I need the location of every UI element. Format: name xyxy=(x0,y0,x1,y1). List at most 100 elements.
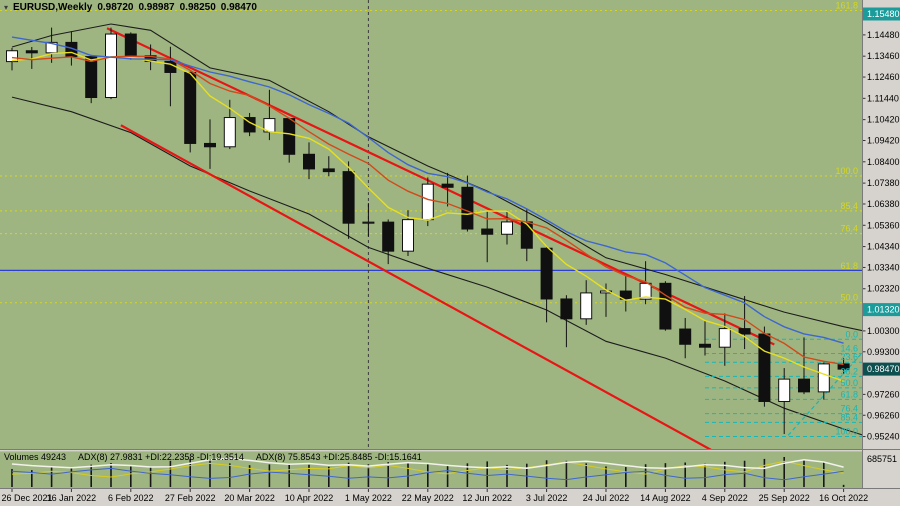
price-scale-label: 1.08400 xyxy=(867,157,900,167)
candle-bullish xyxy=(45,41,58,54)
candle-bullish xyxy=(639,282,652,300)
candle-bullish xyxy=(6,50,18,63)
fib-cyan-label: 38.2 xyxy=(840,366,858,376)
candle-bearish xyxy=(382,221,395,252)
candle-bullish xyxy=(600,290,612,294)
channel-trendline[interactable] xyxy=(120,124,715,452)
candle-bearish xyxy=(619,290,632,300)
fib-cyan-label: 50.0 xyxy=(840,378,858,388)
date-axis-label: 22 May 2022 xyxy=(402,493,454,503)
date-axis-label: 20 Mar 2022 xyxy=(224,493,275,503)
price-scale-label: 1.05360 xyxy=(867,220,900,230)
price-scale-label: 1.11440 xyxy=(867,93,899,103)
open-value: 0.98720 xyxy=(97,2,134,13)
adx-label-2: ADX(8) 75.8543 +DI:25.8485 -DI:15.1641 xyxy=(255,452,422,462)
low-value: 0.98250 xyxy=(179,2,216,13)
price-scale-label: 1.04340 xyxy=(867,242,900,252)
adx-plus-di-line xyxy=(11,467,844,481)
date-axis-label: 27 Feb 2022 xyxy=(165,493,216,503)
fib-labels: 161.8100.085.476.461.850.00.014.623.638.… xyxy=(835,0,858,436)
fib-yellow-label: 85.4 xyxy=(840,201,858,211)
candle-bullish xyxy=(580,292,593,320)
price-scale-label: 0.95240 xyxy=(867,432,900,442)
price-scale-label: 0.99300 xyxy=(867,347,900,357)
volumes-label: Volumes 49243 xyxy=(4,452,67,462)
candle-bearish xyxy=(303,153,315,170)
date-axis-label: 16 Oct 2022 xyxy=(819,493,868,503)
candle-bearish xyxy=(184,71,197,144)
price-scale-label: 1.13460 xyxy=(867,51,900,61)
candle-bullish xyxy=(778,378,791,402)
candle-bearish xyxy=(520,221,533,249)
price-scale-label: 1.02320 xyxy=(867,284,900,294)
indicator-layer xyxy=(11,457,845,487)
price-scale-label: 1.10420 xyxy=(867,115,900,125)
price-scale-label: 1.01320 xyxy=(867,305,900,315)
current-price-label: 0.98470 xyxy=(867,364,900,374)
fib-yellow-label: 161.8 xyxy=(835,0,858,10)
candle-bearish xyxy=(342,171,355,224)
price-level-tag xyxy=(863,7,900,21)
candle-bearish xyxy=(322,168,335,173)
price-scale[interactable]: 1.15480 1.14480 1.13460 1.12460 1.11440 1.104… xyxy=(863,7,900,465)
candle-bearish xyxy=(699,343,711,348)
candle-bullish xyxy=(501,221,513,235)
candle-bullish xyxy=(817,363,830,393)
date-axis-label: 10 Apr 2022 xyxy=(285,493,334,503)
chart-title: ▾ EURUSD,Weekly 0.98720 0.98987 0.98250 … xyxy=(4,2,257,13)
date-axis-label: 12 Jun 2022 xyxy=(462,493,512,503)
pane-separator[interactable] xyxy=(0,449,900,452)
date-axis-label: 6 Feb 2022 xyxy=(108,493,154,503)
fib-cyan-label: 61.8 xyxy=(840,389,858,399)
candle-bearish xyxy=(679,328,692,345)
candle-bearish xyxy=(659,282,672,330)
candle-bearish xyxy=(798,378,810,393)
candle-bullish xyxy=(223,117,236,148)
adx-minus-di-line xyxy=(11,460,844,478)
candle-bearish xyxy=(560,298,573,320)
fib-yellow-label: 76.4 xyxy=(840,224,858,234)
date-axis-label: 4 Sep 2022 xyxy=(702,493,748,503)
fib-cyan-baseline[interactable] xyxy=(787,338,875,436)
fib-cyan-label: 85.4 xyxy=(840,412,858,422)
date-axis-label: 16 Jan 2022 xyxy=(47,493,97,503)
date-axis-label: 25 Sep 2022 xyxy=(759,493,810,503)
candle-bearish xyxy=(461,186,474,230)
candle-bearish xyxy=(441,183,454,188)
fib-cyan-label: 23.6 xyxy=(840,352,858,362)
indicator-pane-background[interactable] xyxy=(0,452,862,488)
candles-layer xyxy=(6,27,850,435)
price-scale-label: 1.00300 xyxy=(867,326,900,336)
price-scale-label: 1.12460 xyxy=(867,72,900,82)
close-value: 0.98470 xyxy=(220,2,257,13)
candle-bullish xyxy=(718,328,731,348)
sma13-line xyxy=(11,36,844,344)
fib-cyan-label: 76.4 xyxy=(840,404,858,414)
date-axis-label: 26 Dec 2021 xyxy=(1,493,52,503)
price-scale-label: 1.06380 xyxy=(867,199,900,209)
candle-bearish xyxy=(481,228,494,235)
adx-main-line xyxy=(11,457,844,470)
symbol-timeframe-label: EURUSD,Weekly xyxy=(13,2,93,13)
price-scale-label: 1.07380 xyxy=(867,178,900,188)
candle-bearish xyxy=(738,328,751,335)
candle-bullish xyxy=(421,183,434,221)
fib-cyan-label: 0.0 xyxy=(845,329,858,339)
fib-cyan-label: 100.0 xyxy=(835,427,858,437)
candle-bearish xyxy=(758,333,771,402)
date-axis-label: 24 Jul 2022 xyxy=(583,493,630,503)
price-scale-label: 1.03340 xyxy=(867,262,900,272)
date-axis-label: 3 Jul 2022 xyxy=(526,493,568,503)
fib-yellow-label: 61.8 xyxy=(840,261,858,271)
indicator-labels: Volumes 49243 ADX(8) 27.9831 +DI:22.2358… xyxy=(4,452,422,462)
chart-marker-icon: ▾ xyxy=(4,3,9,12)
adx-label-1: ADX(8) 27.9831 +DI:22.2358 -DI:19.3514 xyxy=(78,452,244,462)
high-value: 0.98987 xyxy=(138,2,175,13)
sma5-line xyxy=(11,51,844,382)
current-price-tag xyxy=(863,362,900,376)
main-chart-background[interactable] xyxy=(0,0,862,449)
main-chart-layer xyxy=(0,0,875,452)
